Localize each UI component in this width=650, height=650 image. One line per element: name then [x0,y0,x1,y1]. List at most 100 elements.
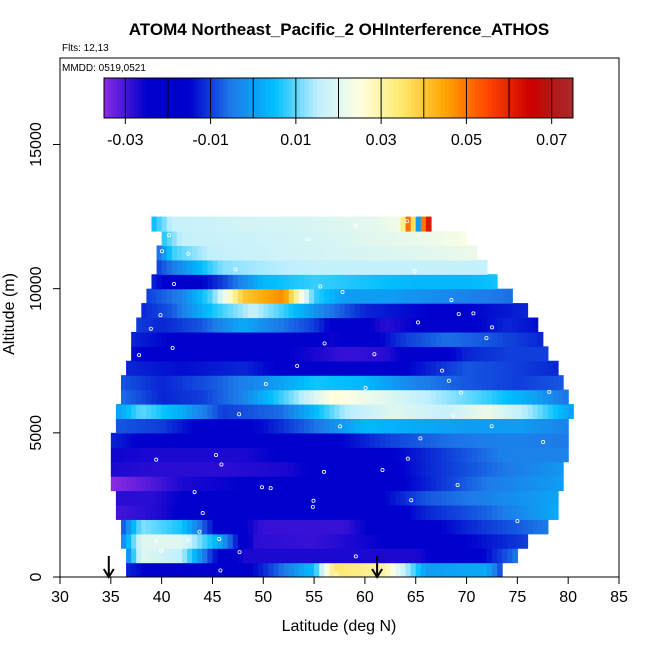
heatmap-cell [131,418,137,434]
heatmap-cell [425,447,432,463]
heatmap-cell [395,375,402,391]
x-tick-label: 65 [407,589,425,606]
heatmap-cell [390,245,396,261]
heatmap-cell [441,375,447,391]
sample-point [412,269,417,274]
heatmap-cell [471,346,478,362]
heatmap-cell [395,490,402,506]
heatmap-cell [369,288,376,304]
heatmap-cell [344,418,351,434]
heatmap-cell [202,432,208,448]
heatmap-cell [456,432,463,448]
heatmap-cell [283,490,290,506]
heatmap-cell [207,548,214,564]
heatmap-cell [436,331,442,347]
heatmap-cell [120,404,127,420]
heatmap-cell [400,216,407,232]
heatmap-cell [542,360,549,376]
heatmap-cell [314,274,320,290]
heatmap-cell [278,504,285,520]
heatmap-cell [547,404,554,420]
heatmap-cell [319,259,325,275]
heatmap-cell [385,288,391,304]
heatmap-cell [369,389,376,405]
heatmap-cell [491,533,498,549]
heatmap-cell [212,404,219,420]
heatmap-cell [481,389,488,405]
heatmap-cell [176,418,183,434]
heatmap-cell [395,231,402,247]
heatmap-cell [558,432,564,448]
colorbar-segment [517,78,523,118]
heatmap-cell [293,490,300,506]
heatmap-cell [410,461,417,477]
heatmap-cell [329,418,336,434]
heatmap-cell [400,404,407,420]
heatmap-cell [273,562,280,577]
heatmap-cell [181,418,188,434]
heatmap-cell [446,245,452,261]
heatmap-cell [278,519,285,535]
heatmap-cell [441,461,447,477]
heatmap-cell [176,303,183,319]
colorbar-segment [193,78,199,118]
heatmap-cell [451,533,457,549]
heatmap-cell [329,519,336,535]
heatmap-cell [217,331,224,347]
heatmap-cell [232,317,239,333]
heatmap-cell [273,331,280,347]
heatmap-cell [309,274,315,290]
heatmap-cell [359,562,366,577]
heatmap-cell [420,562,427,577]
heatmap-cell [430,231,437,247]
heatmap-cell [497,476,503,492]
heatmap-cell [303,360,310,376]
heatmap-cell [334,504,341,520]
heatmap-cell [527,432,534,448]
heatmap-cell [314,346,320,362]
heatmap-cell [436,504,442,520]
heatmap-cell [410,447,417,463]
heatmap-cell [451,562,457,577]
heatmap-cell [385,259,391,275]
heatmap-cell [283,548,290,564]
heatmap-cell [319,317,325,333]
heatmap-cell [354,216,361,232]
heatmap-cell [400,288,407,304]
heatmap-cell [471,519,478,535]
heatmap-cell [339,418,346,434]
heatmap-cell [197,562,203,577]
heatmap-cell [430,274,437,290]
heatmap-cell [491,404,498,420]
heatmap-cell [298,216,305,232]
heatmap-cell [446,317,452,333]
heatmap-cell [202,447,208,463]
colorbar-segment [167,78,173,118]
sample-point [455,483,460,488]
heatmap-cell [552,490,559,506]
heatmap-cell [161,490,168,506]
heatmap-cell [502,389,508,405]
heatmap-cell [141,490,147,506]
heatmap-cell [161,259,168,275]
heatmap-cell [253,548,259,564]
heatmap-cell [344,288,351,304]
heatmap-cell [349,519,356,535]
heatmap-cell [156,346,163,362]
heatmap-cell [436,432,442,448]
heatmap-cell [415,303,422,319]
heatmap-cell [253,519,259,535]
heatmap-cell [400,418,407,434]
heatmap-cell [227,461,234,477]
heatmap-cell [552,432,559,448]
heatmap-cell [466,519,473,535]
heatmap-cell [537,447,544,463]
heatmap-cell [502,317,508,333]
colorbar-segment [513,78,519,118]
heatmap-cell [166,346,173,362]
colorbar-segment [325,78,331,118]
heatmap-cell [222,360,229,376]
colorbar-segment [112,78,118,118]
heatmap-cell [166,461,173,477]
heatmap-cell [395,288,402,304]
